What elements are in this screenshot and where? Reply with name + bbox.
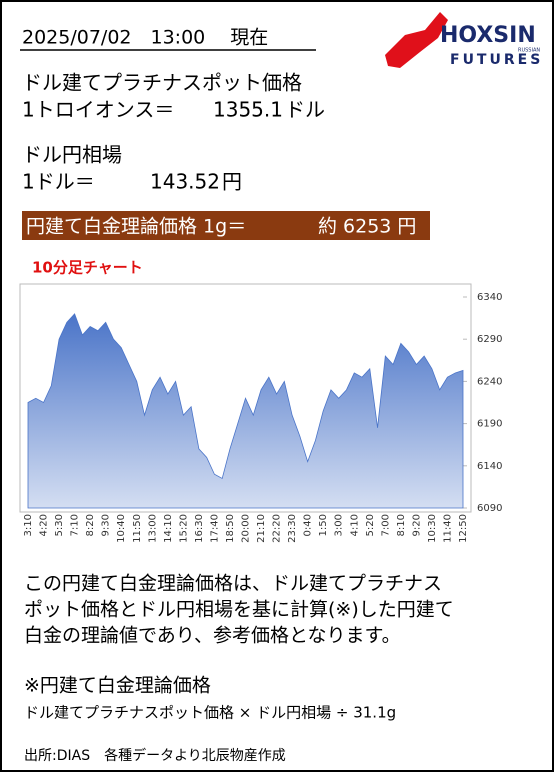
x-tick-label: 10:30 — [427, 514, 438, 543]
x-tick-label: 12:50 — [458, 514, 469, 543]
platinum-label: ドル建てプラチナスポット価格 — [22, 71, 302, 95]
y-tick-label: 6340 — [477, 292, 502, 303]
area — [27, 313, 464, 509]
banner — [22, 211, 430, 240]
note-line: ポット価格とドル円相場を基に計算(※)した円建て — [24, 599, 454, 621]
x-tick-label: 4:20 — [39, 514, 50, 536]
platinum-value: 1355.1 — [213, 98, 283, 122]
y-tick-label: 6090 — [477, 503, 502, 514]
banner-label: 円建て白金理論価格 1g＝ — [26, 216, 246, 238]
x-tick-label: 11:50 — [132, 514, 143, 543]
source: 出所:DIAS 各種データより北辰物産作成 — [24, 747, 286, 764]
x-tick-label: 1:50 — [318, 514, 329, 536]
x-tick-label: 10:40 — [116, 514, 127, 543]
x-tick-label: 20:00 — [241, 514, 252, 543]
x-tick-label: 17:40 — [209, 514, 220, 543]
note-line: この円建て白金理論価格は、ドル建てプラチナス — [24, 573, 442, 595]
logo-sub: FUTURES — [450, 52, 543, 68]
x-tick-label: 4:10 — [349, 514, 360, 536]
x-tick-label: 3:00 — [334, 514, 345, 536]
y-tick-label: 6290 — [477, 334, 502, 345]
x-tick-label: 0:40 — [303, 514, 314, 536]
logo-mark — [385, 12, 448, 68]
x-tick-label: 3:10 — [23, 514, 34, 536]
formula: ドル建てプラチナスポット価格 × ドル円相場 ÷ 31.1g — [24, 704, 396, 722]
x-tick-label: 15:20 — [178, 514, 189, 543]
fx-unit-label: 1ドル＝ — [22, 170, 95, 194]
x-tick-label: 13:00 — [147, 514, 158, 543]
x-tick-label: 18:50 — [225, 514, 236, 543]
fx-value: 143.52 — [150, 170, 220, 194]
platinum-unit: ドル — [285, 98, 325, 122]
y-tick-label: 6240 — [477, 376, 502, 387]
x-tick-label: 5:20 — [365, 514, 376, 536]
platinum-unit-label: 1トロイオンス＝ — [22, 98, 174, 122]
x-tick-label: 8:10 — [396, 514, 407, 536]
chart-title: 10分足チャート — [32, 259, 143, 277]
y-tick-label: 6190 — [477, 419, 502, 430]
logo-name: HOXSIN — [440, 23, 536, 48]
note-line: 白金の理論値であり、参考価格となります。 — [24, 625, 401, 647]
x-tick-label: 7:00 — [380, 514, 391, 536]
fx-unit: 円 — [222, 170, 242, 194]
x-tick-label: 8:20 — [85, 514, 96, 536]
x-tick-label: 21:10 — [256, 514, 267, 543]
x-tick-label: 9:20 — [411, 514, 422, 536]
formula-title: ※円建て白金理論価格 — [24, 675, 211, 697]
datetime: 2025/07/02 13:00 現在 — [22, 27, 268, 49]
x-tick-label: 11:40 — [442, 514, 453, 543]
x-tick-label: 16:30 — [194, 514, 205, 543]
x-tick-label: 23:30 — [287, 514, 298, 543]
x-tick-label: 22:20 — [272, 514, 283, 543]
x-tick-label: 9:30 — [101, 514, 112, 536]
y-tick-label: 6140 — [477, 461, 502, 472]
x-tick-label: 7:10 — [70, 514, 81, 536]
logo-tag: RUSSIAN — [518, 48, 540, 54]
x-tick-label: 5:30 — [54, 514, 65, 536]
fx-label: ドル円相場 — [22, 143, 122, 167]
banner-value: 約 6253 円 — [318, 216, 416, 238]
x-tick-label: 14:10 — [163, 514, 174, 543]
